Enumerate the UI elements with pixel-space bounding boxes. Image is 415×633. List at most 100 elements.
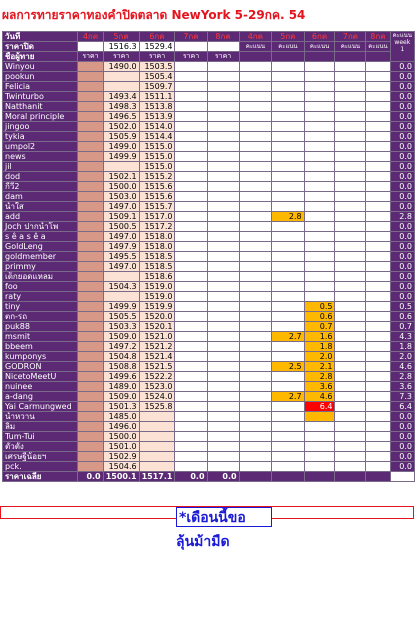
price-cell [174,341,208,352]
score-cell [238,231,273,242]
score-cell [271,101,305,112]
score-cell [334,71,367,82]
score-label: คะแนน [334,41,367,52]
table-row: dam 1503.0 1515.6 0.0 [1,191,415,202]
player-name: goldmember [1,251,79,262]
score-column-header [238,51,273,62]
score-cell [365,111,391,122]
score-cell [303,161,336,172]
week-score-cell: 0.0 [389,441,415,452]
week-header: คะแนน week 1 [389,31,415,62]
price-cell [77,461,104,472]
score-cell [271,201,305,212]
price-cell: 1518.5 [138,251,176,262]
score-cell [238,151,273,162]
score-cell [365,451,391,462]
price-cell: 1521.4 [138,351,176,362]
score-cell [238,101,273,112]
score-cell [365,71,391,82]
price-cell [174,431,208,442]
score-cell: 2.5 [271,361,305,372]
score-cell [271,131,305,142]
score-cell [238,461,273,472]
price-cell: 1515.0 [138,141,176,152]
score-cell: 0.5 [303,301,336,312]
score-cell [238,431,273,442]
score-cell [365,131,391,142]
score-cell [365,331,391,342]
price-cell: 1511.1 [138,91,176,102]
player-name: kumponys [1,351,79,362]
score-cell [271,261,305,272]
score-cell [303,131,336,142]
price-cell [174,321,208,332]
score-cell [238,261,273,272]
score-cell [271,61,305,72]
score-cell [334,261,367,272]
price-cell: 1500.0 [102,181,140,192]
price-cell [174,191,208,202]
score-cell [271,171,305,182]
player-name: ลิ้ม [1,421,79,432]
price-cell: 1503.3 [102,321,140,332]
price-cell: 1509.1 [102,211,140,222]
score-cell [334,331,367,342]
score-cell [271,71,305,82]
score-cell [365,341,391,352]
week-score-cell: 4.6 [389,361,415,372]
score-cell [365,191,391,202]
price-cell [77,111,104,122]
week-score-cell: 0.0 [389,101,415,112]
close-price-cell: 1516.3 [102,41,140,52]
price-cell: 1515.6 [138,181,176,192]
close-price-cell: 1529.4 [138,41,176,52]
player-name: news [1,151,79,162]
price-cell [174,71,208,82]
price-cell [77,291,104,302]
score-cell [365,211,391,222]
score-cell [271,311,305,322]
score-cell [303,71,336,82]
price-cell: 1497.2 [102,341,140,352]
price-cell [174,141,208,152]
score-cell [365,401,391,412]
price-cell [77,451,104,462]
price-cell [206,121,240,132]
score-cell [334,341,367,352]
player-name: Winyou [1,61,79,72]
score-cell [334,391,367,402]
price-cell: 1490.0 [102,61,140,72]
price-cell [174,241,208,252]
score-cell [365,181,391,192]
score-cell [334,231,367,242]
annotation-box: *เดือนนี้ขอ [176,507,272,527]
score-cell [334,451,367,462]
score-cell [334,181,367,192]
score-cell [334,411,367,422]
player-name: Twinturbo [1,91,79,102]
price-cell [206,301,240,312]
score-label: คะแนน [303,41,336,52]
price-cell: 1519.0 [138,281,176,292]
price-cell: 1517.2 [138,221,176,232]
price-cell [77,61,104,72]
player-name: เด็กยอดแหลม [1,271,79,282]
score-cell [334,101,367,112]
price-cell: 1499.0 [102,141,140,152]
price-cell: 1502.0 [102,121,140,132]
score-cell [365,161,391,172]
score-cell [303,461,336,472]
score-cell [334,401,367,412]
week-score-cell: 0.0 [389,121,415,132]
average-label: ราคาเฉลี่ย [1,471,79,482]
player-name: GoldLeng [1,241,79,252]
price-cell: 1519.9 [138,301,176,312]
week-score-cell: 0.0 [389,111,415,122]
price-cell [206,321,240,332]
price-cell [77,271,104,282]
price-cell [206,351,240,362]
price-cell: 1489.0 [102,381,140,392]
week-score-cell: 0.0 [389,291,415,302]
score-cell [271,441,305,452]
player-name: ตั้วตั้ง [1,441,79,452]
